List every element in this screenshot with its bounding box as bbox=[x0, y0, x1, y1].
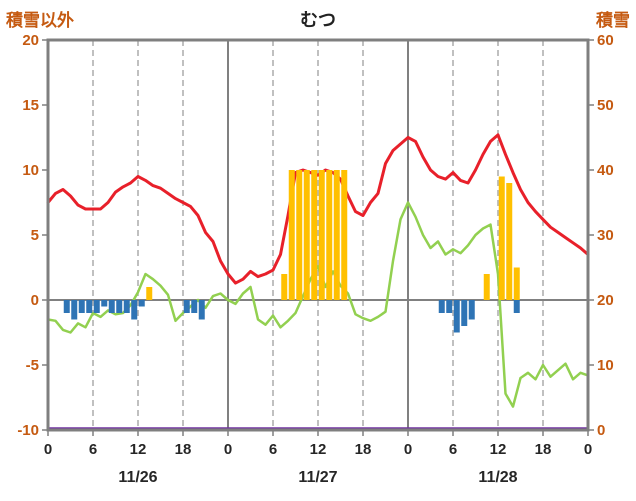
x-tick-label: 18 bbox=[355, 441, 372, 458]
blue-bars-bar bbox=[63, 300, 70, 313]
right-tick-label: 20 bbox=[597, 292, 614, 309]
left-tick-label: -10 bbox=[17, 422, 39, 439]
orange-bars-bar bbox=[483, 274, 490, 300]
blue-bars-bar bbox=[446, 300, 453, 313]
blue-bars-bar bbox=[513, 300, 520, 313]
orange-bars-bar bbox=[513, 267, 520, 300]
orange-bars-bar bbox=[281, 274, 288, 300]
blue-bars-bar bbox=[461, 300, 468, 326]
right-tick-label: 60 bbox=[597, 32, 614, 49]
orange-bars-bar bbox=[288, 170, 295, 300]
blue-bars-bar bbox=[71, 300, 78, 320]
left-tick-label: 0 bbox=[31, 292, 39, 309]
temperature-red-line bbox=[46, 133, 590, 285]
chart-title: むつ bbox=[300, 10, 336, 30]
x-tick-label: 18 bbox=[535, 441, 552, 458]
x-tick-label: 12 bbox=[310, 441, 327, 458]
x-tick-label: 6 bbox=[269, 441, 277, 458]
x-tick-label: 6 bbox=[89, 441, 97, 458]
right-tick-label: 10 bbox=[597, 357, 614, 374]
orange-bars bbox=[146, 170, 520, 300]
orange-bars-bar bbox=[318, 170, 325, 300]
x-tick-label: 12 bbox=[130, 441, 147, 458]
date-label: 11/26 bbox=[118, 469, 157, 486]
right-tick-label: 0 bbox=[597, 422, 605, 439]
orange-bars-bar bbox=[303, 170, 310, 300]
date-label: 11/28 bbox=[478, 469, 517, 486]
blue-bars-bar bbox=[86, 300, 93, 313]
orange-bars-bar bbox=[498, 176, 505, 300]
blue-bars-bar bbox=[108, 300, 115, 313]
blue-bars-bar bbox=[116, 300, 123, 313]
left-tick-label: -5 bbox=[26, 357, 39, 374]
blue-bars-bar bbox=[101, 300, 108, 307]
orange-bars-bar bbox=[333, 170, 340, 300]
blue-bars-bar bbox=[123, 300, 130, 313]
x-tick-label: 6 bbox=[449, 441, 457, 458]
orange-bars-bar bbox=[296, 170, 303, 300]
right-tick-label: 40 bbox=[597, 162, 614, 179]
blue-bars-bar bbox=[191, 300, 198, 313]
date-label: 11/27 bbox=[298, 469, 337, 486]
left-tick-label: 15 bbox=[22, 97, 39, 114]
blue-bars-bar bbox=[453, 300, 460, 333]
orange-bars-bar bbox=[506, 183, 513, 300]
orange-bars-bar bbox=[146, 287, 153, 300]
left-tick-label: 5 bbox=[31, 227, 39, 244]
left-tick-label: 10 bbox=[22, 162, 39, 179]
x-tick-label: 0 bbox=[404, 441, 412, 458]
right-tick-label: 30 bbox=[597, 227, 614, 244]
blue-bars bbox=[63, 300, 520, 333]
right-tick-label: 50 bbox=[597, 97, 614, 114]
left-tick-label: 20 bbox=[22, 32, 39, 49]
blue-bars-bar bbox=[131, 300, 138, 320]
blue-bars-bar bbox=[198, 300, 205, 320]
left-axis-title: 積雪以外 bbox=[6, 11, 74, 30]
x-tick-label: 18 bbox=[175, 441, 192, 458]
blue-bars-bar bbox=[138, 300, 145, 307]
x-tick-label: 0 bbox=[44, 441, 52, 458]
x-tick-label: 0 bbox=[584, 441, 592, 458]
green-line bbox=[46, 201, 590, 408]
orange-bars-bar bbox=[326, 170, 333, 300]
x-tick-label: 12 bbox=[490, 441, 507, 458]
x-tick-label: 0 bbox=[224, 441, 232, 458]
orange-bars-bar bbox=[341, 170, 348, 300]
blue-bars-bar bbox=[438, 300, 445, 313]
blue-bars-bar bbox=[93, 300, 100, 313]
blue-bars-bar bbox=[183, 300, 190, 313]
orange-bars-bar bbox=[311, 170, 318, 300]
blue-bars-bar bbox=[78, 300, 85, 313]
right-axis-title: 積雪 bbox=[596, 11, 630, 30]
blue-bars-bar bbox=[468, 300, 475, 320]
